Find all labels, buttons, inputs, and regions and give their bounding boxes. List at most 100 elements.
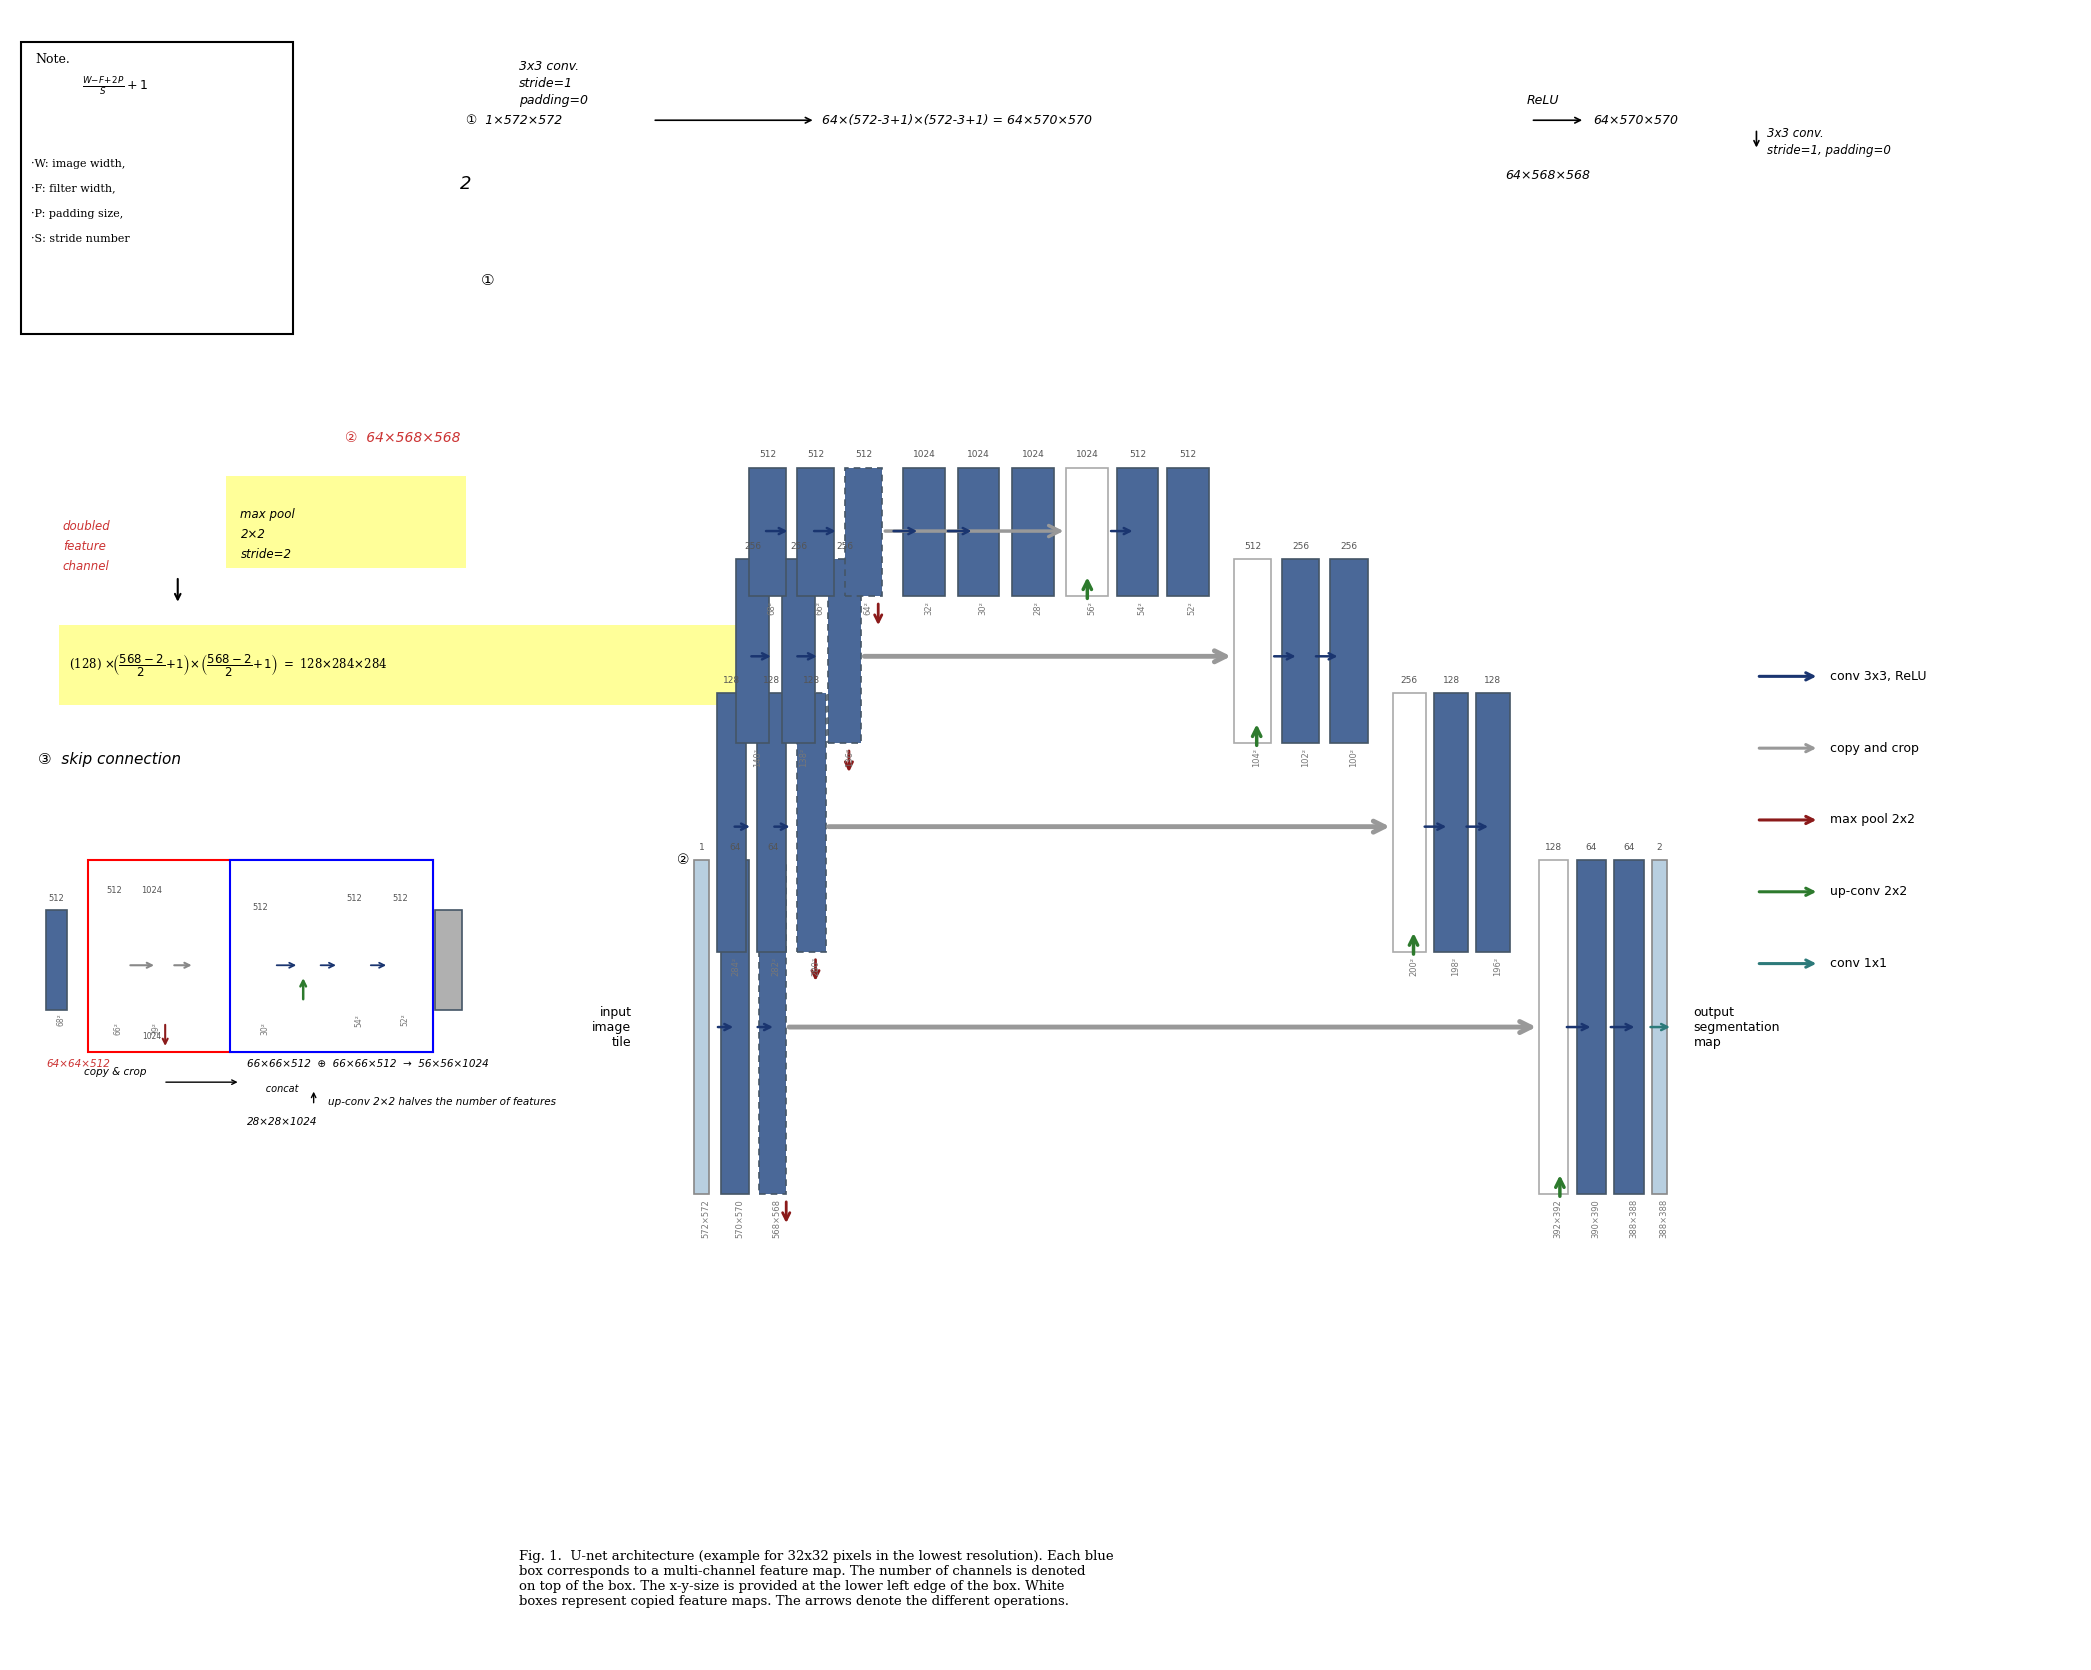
- Text: up-conv 2x2: up-conv 2x2: [1830, 885, 1907, 898]
- Bar: [845, 468, 882, 596]
- Text: 280²: 280²: [811, 957, 820, 975]
- Text: 56²: 56²: [1087, 601, 1096, 615]
- Bar: [46, 910, 67, 1010]
- Text: 30²: 30²: [259, 1022, 270, 1035]
- Text: 2: 2: [1656, 843, 1662, 852]
- Text: 512: 512: [347, 895, 362, 903]
- Text: 64: 64: [730, 843, 740, 852]
- Text: stride=1, padding=0: stride=1, padding=0: [1767, 144, 1890, 157]
- Text: 102²: 102²: [1301, 748, 1309, 767]
- Text: 66²: 66²: [815, 601, 824, 615]
- Text: Note.: Note.: [36, 53, 71, 67]
- Text: ②  64×568×568: ② 64×568×568: [345, 431, 460, 444]
- Text: channel: channel: [63, 559, 109, 573]
- Text: 3x3 conv.: 3x3 conv.: [1767, 127, 1823, 140]
- Text: 256: 256: [1292, 543, 1309, 551]
- Text: 198²: 198²: [1451, 957, 1460, 975]
- Text: ②: ②: [677, 853, 690, 867]
- Text: 196²: 196²: [1493, 957, 1501, 975]
- Text: 2: 2: [460, 175, 470, 192]
- Text: 282²: 282²: [772, 957, 780, 975]
- Text: input
image
tile: input image tile: [592, 1005, 631, 1049]
- Text: 388×388: 388×388: [1660, 1199, 1669, 1239]
- Text: (128) $\times\!\left(\dfrac{568-2}{2}\!+\!1\right)\!\times\!\left(\dfrac{568-2}{: (128) $\times\!\left(\dfrac{568-2}{2}\!+…: [69, 651, 387, 678]
- Text: 3x3 conv.: 3x3 conv.: [519, 60, 579, 73]
- Text: 284²: 284²: [732, 957, 740, 975]
- Text: 200²: 200²: [1409, 957, 1418, 975]
- Text: 128: 128: [723, 676, 740, 685]
- Text: 32²: 32²: [924, 601, 933, 615]
- Text: 104²: 104²: [1253, 748, 1261, 767]
- Text: 64×570×570: 64×570×570: [1593, 114, 1679, 127]
- Text: 392×392: 392×392: [1554, 1199, 1562, 1237]
- Text: 52²: 52²: [401, 1014, 410, 1027]
- Text: ReLU: ReLU: [1526, 94, 1560, 107]
- Text: up-conv 2×2 halves the number of features: up-conv 2×2 halves the number of feature…: [328, 1097, 556, 1107]
- Bar: [721, 860, 749, 1194]
- Bar: [88, 860, 433, 1052]
- Text: 128: 128: [1485, 676, 1501, 685]
- Text: ·S: stride number: ·S: stride number: [31, 234, 130, 244]
- Text: max pool: max pool: [240, 508, 295, 521]
- Bar: [1282, 559, 1319, 743]
- Bar: [21, 42, 293, 334]
- Text: 256: 256: [790, 543, 807, 551]
- Text: 30²: 30²: [979, 601, 987, 615]
- Text: 64²: 64²: [864, 601, 872, 615]
- Text: 54²: 54²: [355, 1014, 364, 1027]
- Text: 54²: 54²: [1138, 601, 1146, 615]
- Text: 512: 512: [855, 451, 872, 459]
- Text: 1024: 1024: [142, 1032, 161, 1040]
- Bar: [1234, 559, 1271, 743]
- Text: 64: 64: [1623, 843, 1635, 852]
- Bar: [717, 693, 746, 952]
- Text: 256: 256: [1401, 676, 1418, 685]
- Bar: [1330, 559, 1368, 743]
- Text: 136²: 136²: [845, 748, 853, 768]
- Text: 64: 64: [767, 843, 778, 852]
- Text: 66²: 66²: [115, 1022, 123, 1035]
- Bar: [1652, 860, 1667, 1194]
- Text: 1024: 1024: [140, 887, 163, 895]
- Text: ·P: padding size,: ·P: padding size,: [31, 209, 123, 219]
- Bar: [1393, 693, 1426, 952]
- Text: 572×572: 572×572: [703, 1199, 711, 1237]
- Text: padding=0: padding=0: [519, 94, 588, 107]
- Text: max pool 2x2: max pool 2x2: [1830, 813, 1915, 827]
- Text: 2×2: 2×2: [240, 528, 266, 541]
- Text: 128: 128: [803, 676, 820, 685]
- Text: 256: 256: [836, 543, 853, 551]
- Text: feature: feature: [63, 539, 107, 553]
- Text: 512: 512: [48, 895, 65, 903]
- Bar: [749, 468, 786, 596]
- Bar: [958, 468, 999, 596]
- Text: 256: 256: [1340, 543, 1357, 551]
- Text: 100²: 100²: [1349, 748, 1357, 767]
- Bar: [828, 559, 861, 743]
- Bar: [247, 919, 274, 1019]
- Bar: [1117, 468, 1158, 596]
- Bar: [387, 910, 414, 1010]
- Text: 52²: 52²: [1188, 601, 1196, 615]
- Bar: [903, 468, 945, 596]
- Text: copy & crop: copy & crop: [84, 1067, 146, 1077]
- Bar: [759, 860, 786, 1194]
- Text: ①  1×572×572: ① 1×572×572: [466, 114, 562, 127]
- Text: 68²: 68²: [56, 1014, 65, 1027]
- Text: concat: concat: [247, 1084, 299, 1094]
- Text: 1: 1: [698, 843, 705, 852]
- Bar: [1012, 468, 1054, 596]
- Text: 1024: 1024: [914, 451, 935, 459]
- Bar: [797, 468, 834, 596]
- Text: 568×568: 568×568: [774, 1199, 782, 1237]
- Bar: [1539, 860, 1568, 1194]
- Text: conv 3x3, ReLU: conv 3x3, ReLU: [1830, 670, 1926, 683]
- Bar: [59, 625, 769, 705]
- Bar: [694, 860, 709, 1194]
- Bar: [341, 910, 368, 1010]
- Text: 512: 512: [1179, 451, 1196, 459]
- Text: output
segmentation
map: output segmentation map: [1694, 1005, 1779, 1049]
- Bar: [736, 559, 769, 743]
- Text: 138²: 138²: [799, 748, 807, 768]
- Text: 1024: 1024: [968, 451, 989, 459]
